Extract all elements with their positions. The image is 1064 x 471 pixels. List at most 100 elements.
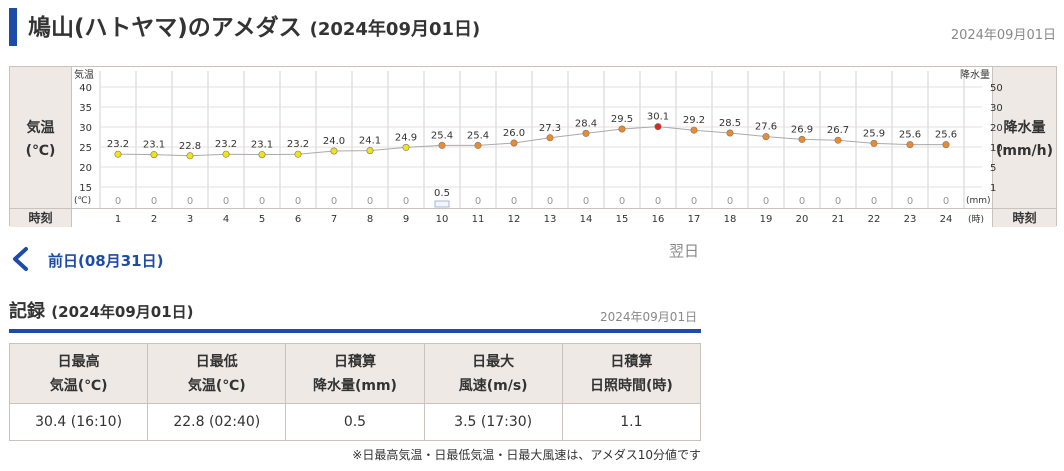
temp-point <box>510 139 518 147</box>
temp-point <box>402 143 410 151</box>
temp-point <box>906 141 914 149</box>
hour-tick-label: 3 <box>187 214 193 225</box>
record-header-row: 日最高 気温(℃) 日最低 気温(℃) 日積算 降水量(mm) 日最大 風速(m/s) … <box>8 343 702 404</box>
temp-data-label: 25.6 <box>899 130 921 141</box>
precip-tick-label: 1 <box>990 183 996 194</box>
value-precip: 0.5 <box>285 403 425 441</box>
temp-point <box>546 134 554 142</box>
hour-unit-label: (時) <box>968 214 984 225</box>
temp-point <box>222 150 230 158</box>
temp-point <box>618 125 626 133</box>
temp-point <box>366 147 374 155</box>
temp-unit-label: (℃) <box>25 143 56 159</box>
temp-data-label: 22.8 <box>179 141 201 152</box>
temp-point <box>258 151 266 159</box>
hour-tick-label: 2 <box>151 214 157 225</box>
value-max-wind: 3.5 (17:30) <box>423 403 563 441</box>
temp-data-label: 27.6 <box>755 122 777 133</box>
temp-point <box>474 141 482 149</box>
precip-data-label: 0 <box>655 196 661 207</box>
precip-data-label: 0 <box>907 196 913 207</box>
precip-data-label: 0 <box>547 196 553 207</box>
precip-unit-label: (mm/h) <box>995 143 1054 159</box>
hour-axis: 1 2 3 4 5 6 7 8 9 10 11 12 13 14 15 16 17 18 19 20 21 22 23 24(… <box>115 214 984 225</box>
temp-tick-label: 20 <box>79 163 92 174</box>
temp-data-label: 26.9 <box>791 124 813 135</box>
page-title-date: (2024年09月01日) <box>309 19 481 40</box>
temp-data-label: 23.2 <box>215 139 237 150</box>
time-label-right: 時刻 <box>992 209 1056 227</box>
temp-tick-label: 25 <box>79 143 92 154</box>
next-day-link: 翌日 <box>669 242 700 260</box>
temp-point <box>654 123 662 131</box>
precip-data-label: 0 <box>583 196 589 207</box>
temp-data-label: 29.5 <box>611 114 633 125</box>
amedas-chart: 気温 (℃) 降水量 (mm/h) 40 50 35 30 30 20 25 10 20 5 15 1… <box>9 66 1057 227</box>
temp-data-label: 24.9 <box>395 132 417 143</box>
record-title-main: 記録 <box>9 301 45 322</box>
precip-label: 降水量 <box>1003 120 1046 136</box>
precip-data-label: 0 <box>727 196 733 207</box>
hour-tick-label: 10 <box>436 214 449 225</box>
time-label-left: 時刻 <box>10 209 72 227</box>
temp-label: 気温 <box>26 120 55 136</box>
hour-tick-label: 14 <box>580 214 593 225</box>
precip-data-label: 0 <box>151 196 157 207</box>
temp-point <box>690 126 698 134</box>
precip-tick-label: 30 <box>990 103 1003 114</box>
record-title-date: (2024年09月01日) <box>51 303 194 321</box>
hour-tick-label: 22 <box>868 214 881 225</box>
precip-data-label: 0 <box>619 196 625 207</box>
temp-line <box>117 126 946 157</box>
header-precip: 日積算 降水量(mm) <box>285 343 425 404</box>
hour-tick-label: 12 <box>508 214 521 225</box>
hour-tick-label: 5 <box>259 214 265 225</box>
temp-tick-label: 40 <box>79 83 92 94</box>
precip-data-label: 0 <box>475 196 481 207</box>
temp-data-label: 26.0 <box>503 128 525 139</box>
temp-data-label: 27.3 <box>539 123 561 134</box>
temp-data-label: 25.4 <box>467 130 489 141</box>
temp-data-label: 23.1 <box>251 140 273 151</box>
temp-point <box>582 129 590 137</box>
record-divider <box>9 329 701 333</box>
precip-data-label: 0 <box>259 196 265 207</box>
chart-plot: 40 50 35 30 30 20 25 10 20 5 15 1 気温 降水量 (℃) (mm) 0 0 0 0 0 0… <box>74 68 1003 208</box>
prev-day-link[interactable]: 前日(08月31日) <box>48 252 164 270</box>
temp-point <box>726 129 734 137</box>
hour-tick-label: 16 <box>652 214 665 225</box>
precip-tick-label: 50 <box>990 83 1003 94</box>
precip-tick-label: 20 <box>990 123 1003 134</box>
hour-tick-label: 24 <box>940 214 953 225</box>
temp-data-label: 25.4 <box>431 130 453 141</box>
hour-tick-label: 20 <box>796 214 809 225</box>
precip-data-label: 0.5 <box>434 188 450 199</box>
hour-tick-label: 7 <box>331 214 337 225</box>
temp-data-label: 23.1 <box>143 140 165 151</box>
temp-data-label: 25.9 <box>863 128 885 139</box>
chevron-left-icon[interactable] <box>8 246 34 272</box>
record-table: 日最高 気温(℃) 日最低 気温(℃) 日積算 降水量(mm) 日最大 風速(m/s) … <box>8 343 702 441</box>
temp-axis-unit: (℃) <box>74 196 91 206</box>
hour-tick-label: 18 <box>724 214 737 225</box>
temp-axis-title: 気温 <box>74 68 94 81</box>
record-value-row: 30.4 (16:10) 22.8 (02:40) 0.5 3.5 (17:30… <box>8 403 702 441</box>
hour-tick-label: 17 <box>688 214 701 225</box>
temp-point <box>438 141 446 149</box>
precip-data-label: 0 <box>835 196 841 207</box>
chart-left-label-panel: 気温 (℃) <box>10 67 72 225</box>
hour-tick-label: 8 <box>367 214 373 225</box>
header-max-temp: 日最高 気温(℃) <box>8 343 149 404</box>
precip-data-label: 0 <box>871 196 877 207</box>
temp-data-label: 30.1 <box>647 112 669 123</box>
temp-tick-label: 15 <box>79 183 92 194</box>
temp-point <box>870 139 878 147</box>
header-min-temp: 日最低 気温(℃) <box>147 343 287 404</box>
value-max-temp: 30.4 (16:10) <box>8 403 149 441</box>
header-max-wind: 日最大 風速(m/s) <box>423 343 563 404</box>
temp-data-label: 23.2 <box>107 139 129 150</box>
temp-point <box>798 135 806 143</box>
precip-data-label: 0 <box>691 196 697 207</box>
precip-axis-title: 降水量 <box>960 68 990 81</box>
precip-data-label: 0 <box>403 196 409 207</box>
